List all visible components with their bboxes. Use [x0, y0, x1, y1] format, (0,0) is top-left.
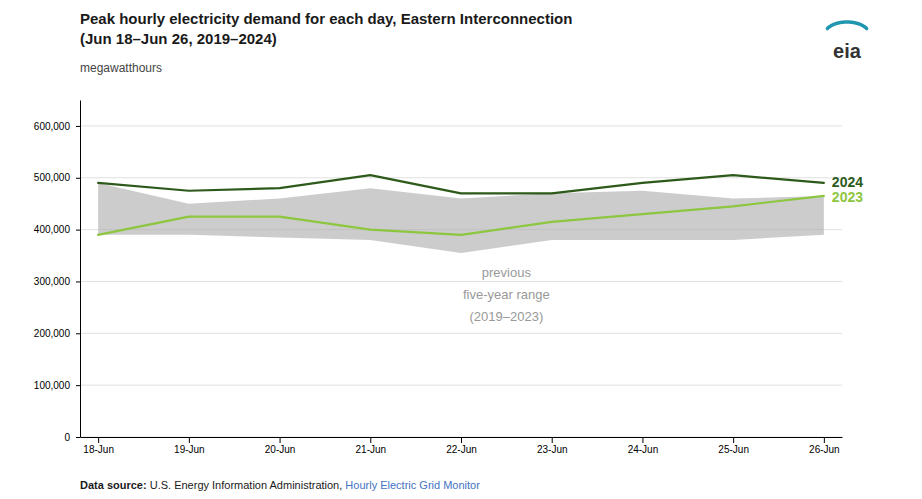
x-tick-label: 21-Jun: [355, 444, 386, 455]
grid-line: [80, 333, 842, 334]
y-tick: 600,000: [34, 121, 80, 132]
marks: [98, 175, 824, 253]
logo-swoosh: [827, 22, 866, 29]
y-axis: 0 100,000 200,000 300,000 400,000 500,000 600,…: [34, 101, 81, 443]
y-tick: 500,000: [34, 172, 80, 183]
x-tick-label: 18-Jun: [83, 444, 114, 455]
source-part: Hourly Electric Grid Monitor: [345, 479, 480, 491]
y-axis-title: megawatthours: [80, 61, 162, 75]
x-tick-mark: [98, 437, 99, 443]
chart-container: Peak hourly electricity demand for each …: [0, 0, 922, 499]
y-axis-line: [80, 101, 81, 438]
chart-svg: Peak hourly electricity demand for each …: [0, 0, 922, 499]
source: Data source: U.S. Energy Information Adm…: [80, 479, 480, 491]
x-tick: 24-Jun: [628, 437, 659, 455]
logo: eia: [827, 22, 866, 62]
grid-line: [80, 177, 842, 178]
y-tick-label: 600,000: [34, 121, 71, 132]
y-tick-mark: [76, 126, 80, 127]
annotation-line: previous: [482, 265, 532, 280]
y-tick-mark: [76, 178, 80, 179]
annotation-line: five-year range: [463, 287, 550, 302]
x-tick-label: 22-Jun: [446, 444, 477, 455]
y-tick-label: 200,000: [34, 328, 71, 339]
x-tick-label: 24-Jun: [628, 444, 659, 455]
y-tick-mark: [76, 230, 80, 231]
annotation-line: (2019–2023): [469, 309, 543, 324]
y-tick-label: 100,000: [34, 380, 71, 391]
x-tick: 25-Jun: [718, 437, 749, 455]
x-tick-mark: [733, 437, 734, 443]
y-tick-mark: [76, 437, 80, 438]
y-tick: 0: [64, 432, 80, 443]
y-tick-mark: [76, 385, 80, 386]
grid-line: [80, 385, 842, 386]
series-line: [98, 196, 824, 235]
x-tick: 20-Jun: [265, 437, 296, 455]
grid: [80, 126, 842, 437]
grid-line: [80, 125, 842, 126]
plot: 0 100,000 200,000 300,000 400,000 500,000 600,…: [34, 101, 863, 456]
subtitle: (Jun 18–Jun 26, 2019–2024): [80, 30, 277, 47]
logo-text: eia: [833, 40, 862, 62]
annotation: previous five-year range (2019–2023): [463, 265, 550, 324]
source-part: Data source:: [80, 479, 150, 491]
x-tick-mark: [824, 437, 825, 443]
x-tick-mark: [461, 437, 462, 443]
x-tick-mark: [370, 437, 371, 443]
y-tick-label: 300,000: [34, 276, 71, 287]
y-tick: 300,000: [34, 276, 80, 287]
y-tick-label: 400,000: [34, 224, 71, 235]
x-tick-mark: [280, 437, 281, 443]
x-tick: 22-Jun: [446, 437, 477, 455]
y-tick-label: 0: [64, 432, 70, 443]
x-tick: 18-Jun: [83, 437, 114, 455]
y-tick: 200,000: [34, 328, 80, 339]
x-tick: 26-Jun: [809, 437, 840, 455]
x-tick-mark: [642, 437, 643, 443]
y-tick: 100,000: [34, 380, 80, 391]
title: Peak hourly electricity demand for each …: [80, 10, 572, 27]
x-tick-label: 25-Jun: [718, 444, 749, 455]
x-tick-mark: [189, 437, 190, 443]
series-line: [98, 175, 824, 193]
x-tick-mark: [552, 437, 553, 443]
y-tick-label: 500,000: [34, 172, 71, 183]
x-tick-label: 23-Jun: [537, 444, 568, 455]
y-tick-mark: [76, 281, 80, 282]
y-tick: 400,000: [34, 224, 80, 235]
x-axis: 18-Jun 19-Jun 20-Jun 21-Jun 22-Jun 23-Jun 24-J…: [81, 437, 843, 455]
grid-line: [80, 281, 842, 282]
x-tick-label: 19-Jun: [174, 444, 205, 455]
x-tick: 21-Jun: [355, 437, 386, 455]
series-label: 2024: [832, 174, 863, 190]
x-tick-label: 20-Jun: [265, 444, 296, 455]
y-tick-mark: [76, 333, 80, 334]
x-tick-label: 26-Jun: [809, 444, 840, 455]
x-tick: 19-Jun: [174, 437, 205, 455]
source-part: U.S. Energy Information Administration,: [150, 479, 346, 491]
series-label: 2023: [832, 189, 863, 205]
x-tick: 23-Jun: [537, 437, 568, 455]
